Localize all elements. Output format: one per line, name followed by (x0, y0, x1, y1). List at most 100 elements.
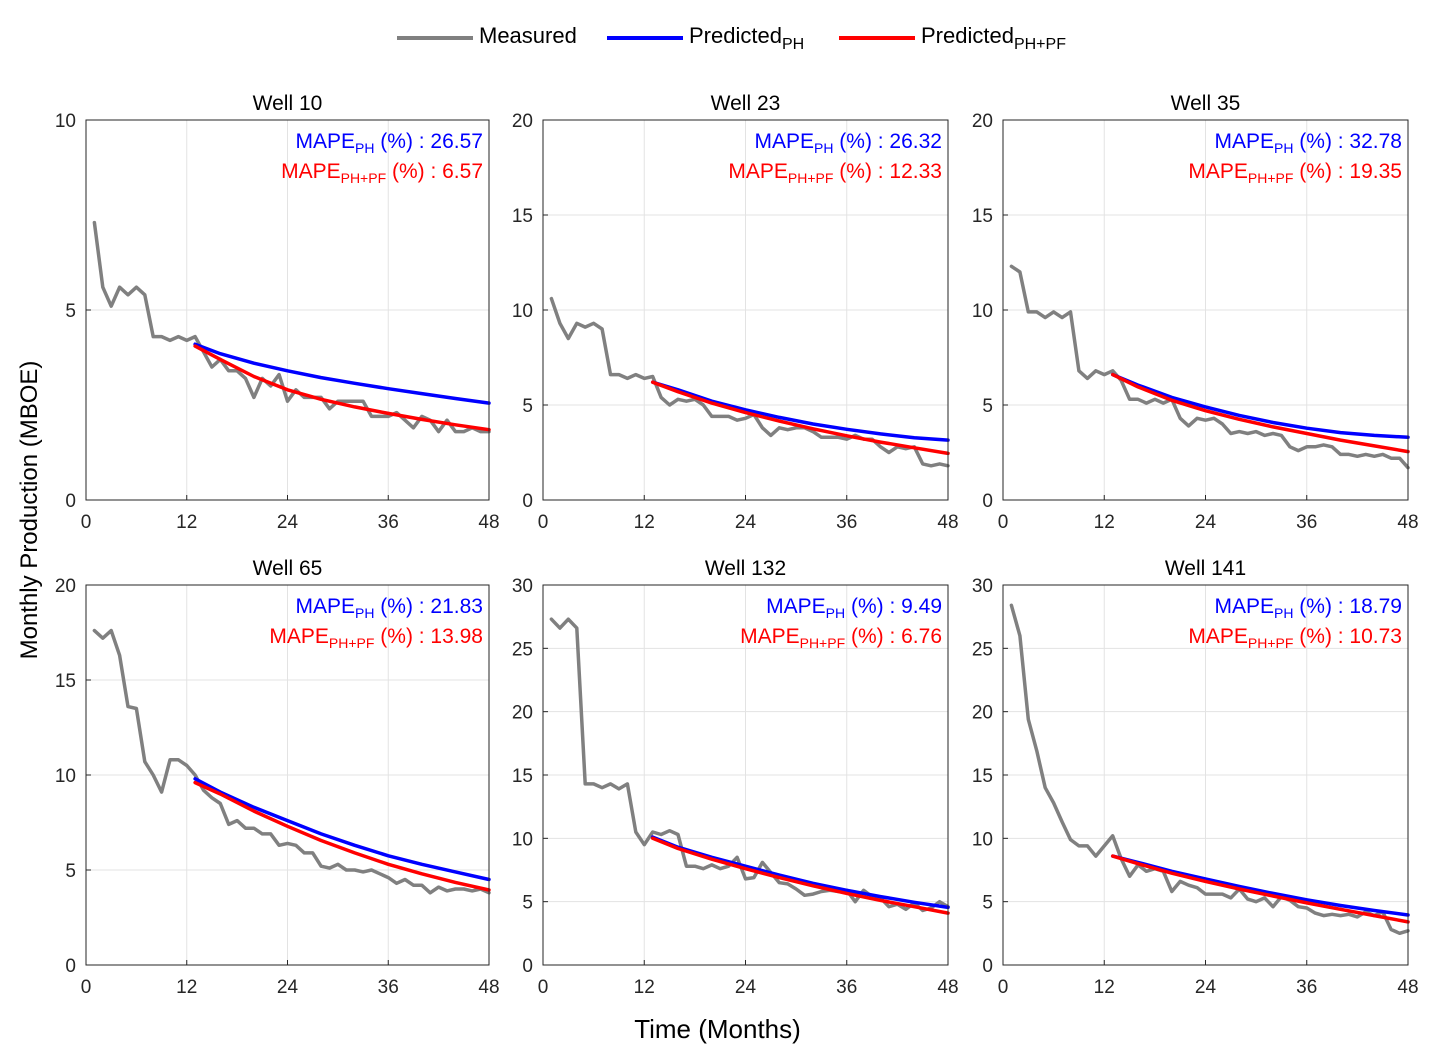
series-line-measured (1009, 264, 1410, 470)
x-tick-label: 12 (176, 977, 197, 998)
legend-item-predicted-phpf: PredictedPH+PF (839, 18, 1066, 58)
x-tick-label: 48 (1397, 977, 1418, 998)
mape-ph-annotation: MAPEPH (%) : 18.79 (1214, 595, 1402, 621)
panel-6: 0 12 24 36 48 0 5 10 15 20 25 30 Well 141 MAPEPH (%) … (972, 557, 1419, 998)
panel-5: 0 12 24 36 48 0 5 10 15 20 25 30 Well 132 MAPEPH (%) … (512, 557, 959, 998)
y-tick-label: 5 (65, 861, 76, 882)
x-tick-label: 36 (836, 512, 857, 533)
mape-phpf-annotation: MAPEPH+PF (%) : 13.98 (269, 625, 483, 651)
y-tick-label: 0 (522, 491, 533, 512)
y-tick-label: 0 (65, 491, 76, 512)
y-tick-label: 30 (972, 576, 993, 597)
x-tick-label: 12 (1094, 977, 1115, 998)
series-line-measured (92, 220, 491, 434)
panel-1: 0 12 24 36 48 0 5 10 Well 10 MAPEPH (%) : 26.57 MA… (55, 92, 500, 533)
x-tick-label: 0 (538, 512, 549, 533)
series-line-measured (92, 628, 491, 895)
x-tick-label: 36 (836, 977, 857, 998)
legend-label-predicted-phpf: PredictedPH+PF (921, 23, 1066, 53)
y-tick-label: 15 (55, 671, 76, 692)
x-tick-label: 36 (1296, 512, 1317, 533)
x-tick-label: 0 (998, 977, 1009, 998)
mape-phpf-annotation: MAPEPH+PF (%) : 6.76 (740, 625, 942, 651)
y-tick-label: 0 (982, 956, 993, 977)
legend-swatch-predicted-ph (607, 36, 683, 40)
series-line-predicted-phpf (193, 780, 491, 892)
panel-title: Well 10 (253, 92, 323, 115)
mape-phpf-annotation: MAPEPH+PF (%) : 6.57 (281, 160, 483, 186)
panel-title: Well 132 (705, 557, 786, 580)
x-tick-label: 36 (378, 512, 399, 533)
y-tick-label: 20 (55, 576, 76, 597)
y-tick-label: 25 (512, 639, 533, 660)
mape-phpf-annotation: MAPEPH+PF (%) : 10.73 (1188, 625, 1402, 651)
x-tick-label: 12 (634, 512, 655, 533)
y-axis-label-wrap: Monthly Production (MBOE) (0, 250, 60, 770)
panel-title: Well 141 (1165, 557, 1246, 580)
x-tick-label: 0 (538, 977, 549, 998)
y-tick-label: 30 (512, 576, 533, 597)
y-tick-label: 20 (972, 111, 993, 132)
y-axis-label: Monthly Production (MBOE) (16, 360, 43, 660)
mape-phpf-annotation: MAPEPH+PF (%) : 12.33 (728, 160, 942, 186)
mape-ph-annotation: MAPEPH (%) : 21.83 (295, 595, 483, 621)
legend-swatch-measured (397, 36, 473, 40)
mape-ph-annotation: MAPEPH (%) : 9.49 (766, 595, 942, 621)
panel-4: 0 12 24 36 48 0 5 10 15 20 Well 65 MAPEPH (%) : 21.… (55, 557, 500, 998)
x-tick-label: 48 (478, 977, 499, 998)
y-tick-label: 15 (512, 766, 533, 787)
panel-3: 0 12 24 36 48 0 5 10 15 20 Well 35 MAPEPH (%) : 32.… (972, 92, 1419, 533)
legend-label-measured: Measured (479, 23, 577, 48)
mape-ph-annotation: MAPEPH (%) : 26.32 (754, 130, 942, 156)
y-tick-label: 15 (512, 206, 533, 227)
y-tick-label: 5 (982, 893, 993, 914)
y-tick-label: 10 (512, 829, 533, 850)
panel-2: 0 12 24 36 48 0 5 10 15 20 Well 23 MAPEPH (%) : 26.… (512, 92, 959, 533)
y-tick-label: 5 (65, 301, 76, 322)
legend-swatch-predicted-phpf (839, 36, 915, 40)
x-tick-label: 12 (634, 977, 655, 998)
y-tick-label: 20 (972, 703, 993, 724)
y-tick-label: 0 (522, 956, 533, 977)
y-tick-label: 0 (65, 956, 76, 977)
x-tick-label: 12 (1094, 512, 1115, 533)
y-tick-label: 0 (982, 491, 993, 512)
mape-ph-annotation: MAPEPH (%) : 26.57 (295, 130, 483, 156)
y-tick-label: 10 (972, 829, 993, 850)
x-tick-label: 24 (735, 512, 757, 533)
series-line-predicted-phpf (650, 836, 950, 915)
series-line-predicted-ph (650, 380, 950, 442)
x-tick-label: 48 (478, 512, 499, 533)
panel-title: Well 65 (253, 557, 323, 580)
y-tick-label: 5 (522, 893, 533, 914)
y-tick-label: 15 (972, 206, 993, 227)
legend-item-predicted-ph: PredictedPH (607, 18, 804, 58)
x-tick-label: 48 (1397, 512, 1418, 533)
series-line-predicted-phpf (1110, 854, 1410, 924)
y-tick-label: 5 (522, 396, 533, 417)
series-line-predicted-ph (193, 342, 491, 405)
series-line-predicted-phpf (193, 344, 491, 432)
mape-phpf-annotation: MAPEPH+PF (%) : 19.35 (1188, 160, 1402, 186)
legend-label-predicted-ph: PredictedPH (689, 23, 805, 53)
x-tick-label: 36 (1296, 977, 1317, 998)
series-line-predicted-phpf (650, 380, 950, 456)
y-tick-label: 10 (55, 111, 76, 132)
y-tick-label: 5 (982, 396, 993, 417)
y-tick-label: 15 (972, 766, 993, 787)
x-tick-label: 24 (277, 977, 299, 998)
x-tick-label: 36 (378, 977, 399, 998)
panel-title: Well 23 (711, 92, 781, 115)
series-line-measured (1009, 603, 1410, 936)
panel-title: Well 35 (1171, 92, 1241, 115)
x-tick-label: 24 (1195, 512, 1217, 533)
series-line-predicted-phpf (1110, 372, 1410, 454)
series-line-predicted-ph (1110, 372, 1410, 440)
series-line-predicted-ph (193, 777, 491, 882)
y-tick-label: 10 (972, 301, 993, 322)
y-tick-label: 10 (512, 301, 533, 322)
legend-item-measured: Measured (397, 18, 577, 58)
x-tick-label: 0 (81, 512, 92, 533)
mape-ph-annotation: MAPEPH (%) : 32.78 (1214, 130, 1402, 156)
